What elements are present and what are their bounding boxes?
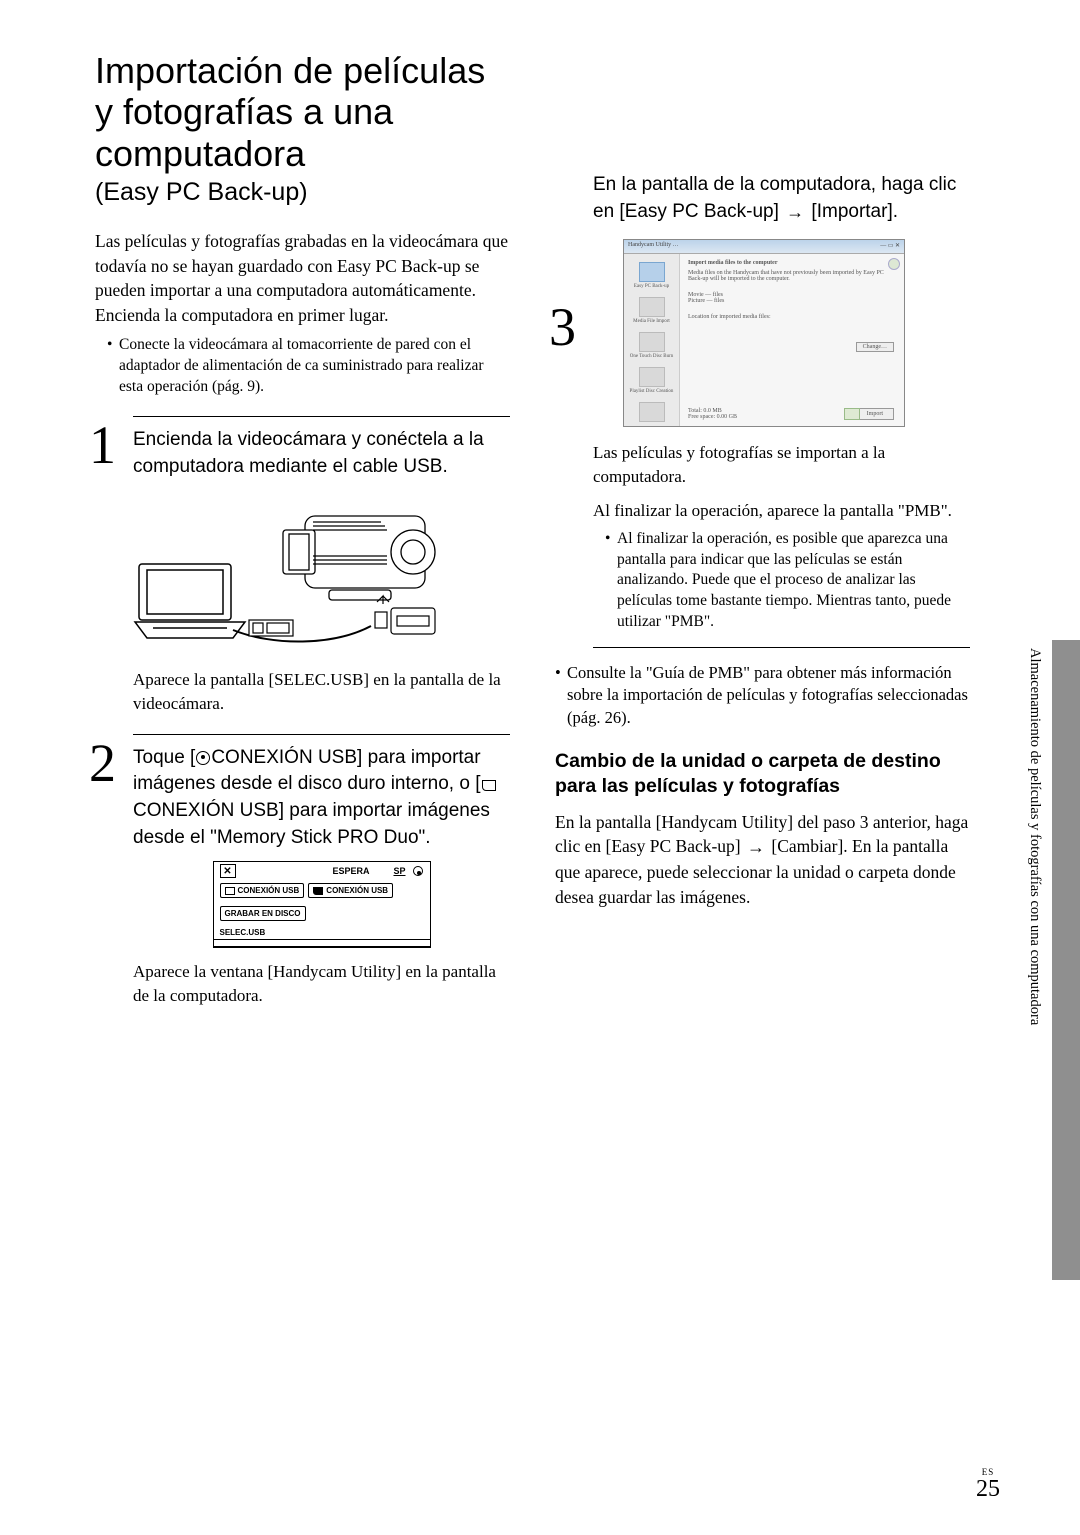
arrow-right-icon: → <box>747 835 765 860</box>
step-number: 2 <box>89 736 116 790</box>
ss-heading: Import media files to the computer <box>688 260 896 266</box>
step-number: 3 <box>549 300 576 354</box>
step-2: 2 Toque [CONEXIÓN USB] para importar imá… <box>95 734 510 1008</box>
intro-bullets: Conecte la videocámara al tomacorriente … <box>95 335 510 398</box>
sidebar-item-disc-burn: One Touch Disc Burn <box>624 328 679 363</box>
camcorder-laptop-svg <box>133 496 443 651</box>
memory-stick-icon <box>313 887 323 895</box>
lcd-status-espera: ESPERA <box>332 866 369 876</box>
col2-bullet: Consulte la "Guía de PMB" para obtener m… <box>555 662 970 729</box>
intro-paragraph: Las películas y fotografías grabadas en … <box>95 229 510 327</box>
camcorder-lcd: ✕ ESPERA SP CONEXIÓN USB CONEXIÓN USB GR… <box>213 861 431 948</box>
ss-desc: Media files on the Handycam that have no… <box>688 270 896 282</box>
step-2-body: Toque [ CONEXIÓN USB] para importar imáge… <box>133 745 510 851</box>
lcd-bottom-bar <box>214 939 430 947</box>
ss-line3: Location for imported media files: <box>688 314 896 320</box>
step-2-note: Aparece la ventana [Handycam Utility] en… <box>133 960 510 1008</box>
sidebar-label: Easy PC Back-up <box>634 284 669 289</box>
section-vertical-label: Almacenamiento de películas y fotografía… <box>1028 648 1043 1268</box>
step-1-body: Encienda la videocámara y conéctela a la… <box>133 427 510 480</box>
col2-bullets: Consulte la "Guía de PMB" para obtener m… <box>555 662 970 729</box>
ss-line2: Picture — files <box>688 298 896 304</box>
import-icon <box>844 408 860 420</box>
step-3-after-1: Las películas y fotografías se importan … <box>593 441 970 489</box>
sidebar-label: Playlist Disc Creation <box>630 389 674 394</box>
step3-text-pre: En la pantalla de la computadora, haga c… <box>593 174 956 222</box>
sidebar-label: One Touch Disc Burn <box>630 354 674 359</box>
lcd-btn-label: CONEXIÓN USB <box>326 886 388 895</box>
page-title: Importación de películas y fotografías a… <box>95 50 510 174</box>
lcd-button-row-1: CONEXIÓN USB CONEXIÓN USB <box>214 880 430 901</box>
step2-text-pre: Toque [ <box>133 747 195 768</box>
step-1: 1 Encienda la videocámara y conéctela a … <box>95 416 510 716</box>
right-column: 3 En la pantalla de la computadora, haga… <box>555 50 1000 1008</box>
lcd-hdd-icon <box>413 866 423 876</box>
page-number: ES 25 <box>976 1467 1000 1501</box>
lcd-title-label: SELEC.USB <box>214 925 430 939</box>
window-sidebar: Easy PC Back-up Media File Import One To… <box>624 254 680 426</box>
lcd-top-row: ✕ ESPERA SP <box>214 862 430 880</box>
step-divider <box>133 416 510 417</box>
step-3-bullet: Al finalizar la operación, es posible qu… <box>605 529 970 634</box>
memory-stick-icon <box>482 780 496 791</box>
section-tab <box>1052 640 1080 1280</box>
step3-text-post: [Importar]. <box>806 201 898 222</box>
sidebar-item-more <box>624 398 679 428</box>
two-column-layout: Importación de películas y fotografías a… <box>95 50 1000 1008</box>
step-divider <box>133 734 510 735</box>
lcd-usb-mspd-button: CONEXIÓN USB <box>308 883 393 898</box>
lcd-burn-disc-button: GRABAR EN DISCO <box>220 906 306 921</box>
step-1-note: Aparece la pantalla [SELEC.USB] en la pa… <box>133 668 510 716</box>
step-3: 3 En la pantalla de la computadora, haga… <box>555 172 970 648</box>
page-subtitle: (Easy PC Back-up) <box>95 178 510 207</box>
step-3-after-2: Al finalizar la operación, aparece la pa… <box>593 499 970 523</box>
step2-text-mid2: CONEXIÓN USB] para importar imágenes des… <box>133 800 490 848</box>
lcd-button-row-2: GRABAR EN DISCO <box>214 901 430 925</box>
change-button: Change… <box>856 342 894 352</box>
page-number-value: 25 <box>976 1476 1000 1502</box>
step-end-divider <box>593 647 970 648</box>
pmb-utility-screenshot: Handycam Utility … — ▭ ✕ Easy PC Back-up… <box>623 239 905 427</box>
hdd-icon <box>225 887 235 895</box>
manual-page: Importación de películas y fotografías a… <box>0 0 1080 1535</box>
left-column: Importación de películas y fotografías a… <box>95 50 510 1008</box>
window-body: Easy PC Back-up Media File Import One To… <box>624 254 904 426</box>
step-number: 1 <box>89 418 116 472</box>
step-3-bullets: Al finalizar la operación, es posible qu… <box>593 529 970 634</box>
intro-bullet-item: Conecte la videocámara al tomacorriente … <box>107 335 510 398</box>
ss-footer-2: Free space: 0.00 GB <box>688 414 737 420</box>
lcd-btn-label: CONEXIÓN USB <box>238 886 300 895</box>
sidebar-item-import: Media File Import <box>624 293 679 328</box>
window-controls: — ▭ ✕ <box>880 242 900 251</box>
lcd-close-icon: ✕ <box>220 864 236 878</box>
lcd-status-sp: SP <box>393 866 405 876</box>
window-main: Import media files to the computer Media… <box>680 254 904 426</box>
step-3-body: En la pantalla de la computadora, haga c… <box>593 172 970 225</box>
window-titlebar: Handycam Utility … — ▭ ✕ <box>624 240 904 254</box>
lcd-usb-hdd-button: CONEXIÓN USB <box>220 883 305 898</box>
sidebar-label: Media File Import <box>633 319 670 324</box>
subsection-heading: Cambio de la unidad o carpeta de destino… <box>555 749 970 800</box>
subsection-body: En la pantalla [Handycam Utility] del pa… <box>555 810 970 910</box>
connection-illustration <box>133 496 510 656</box>
sidebar-item-playlist: Playlist Disc Creation <box>624 363 679 398</box>
arrow-right-icon: → <box>786 200 804 225</box>
import-button: Import <box>856 408 894 420</box>
window-title: Handycam Utility … <box>628 242 679 251</box>
help-icon <box>888 258 900 270</box>
hdd-disc-icon <box>196 751 210 765</box>
sidebar-item-easy-backup: Easy PC Back-up <box>624 258 679 293</box>
